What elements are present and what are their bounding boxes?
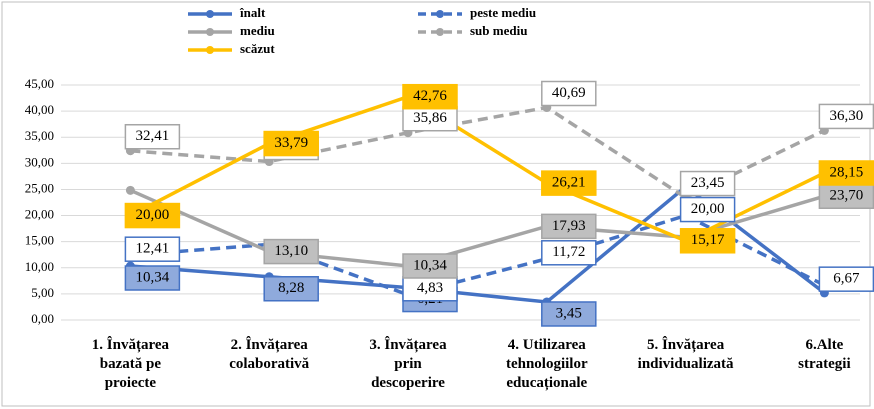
data-label-box [402,83,458,110]
data-label: 32,41 [136,128,170,144]
data-label-box [541,240,597,266]
data-label: 20,00 [136,207,170,223]
x-tick-line: educaționale [506,375,587,391]
data-label-box [124,236,181,262]
data-label-box [541,301,597,327]
data-label-box [818,103,874,130]
data-label: 17,93 [552,218,586,234]
x-tick-line: colaborativă [229,356,309,372]
y-tick-label: 10,00 [25,259,54,274]
x-tick-line: individualizată [638,356,734,372]
y-tick-label: 30,00 [25,154,54,169]
x-tick-line: 1. Învățarea [92,336,170,353]
data-label-box [541,170,597,196]
data-label-box [679,196,736,223]
data-label: 6,67 [833,271,860,287]
data-label: 28,15 [830,164,864,180]
legend-marker [206,28,214,36]
data-label: 23,70 [830,188,864,204]
data-label: 11,72 [552,244,585,260]
data-label: 42,76 [413,88,447,104]
data-label: 26,21 [552,175,586,191]
data-label-box [402,253,458,279]
legend-label: peste mediu [470,5,536,20]
data-label: 15,17 [691,232,725,248]
data-label: 10,34 [136,269,170,285]
y-tick-label: 45,00 [25,76,54,91]
x-tick-line: descoperire [371,375,445,391]
legend-marker [206,46,214,54]
marker [125,185,135,195]
x-tick-label: 5. Învățarea individualizată [638,336,734,372]
y-tick-label: 25,00 [25,180,54,195]
data-label-box [541,213,597,240]
y-tick-label: 20,00 [25,207,54,222]
data-label-box [679,170,736,197]
data-label: 20,00 [691,201,725,217]
legend-label: înalt [239,5,266,20]
legend-label: scăzut [240,41,275,56]
data-label: 8,28 [278,280,304,296]
legend-marker [436,10,444,18]
legend-label: sub mediu [470,23,527,38]
x-tick-label: 3. Învățarea prin descoperire [369,336,447,391]
y-tick-label: 5,00 [31,285,54,300]
x-tick-label: 1. Învățarea bazată pe proiecte [92,336,170,391]
y-tick-label: 0,00 [31,311,54,326]
series-line [130,213,826,297]
data-label: 23,45 [691,175,725,191]
data-label: 4,83 [417,280,443,296]
data-label-box [124,265,181,291]
data-label-box [263,238,319,265]
x-tick-label: 4. Utilizarea tehnologiilor educaționale [506,337,588,391]
data-label-box [818,183,874,209]
data-label-box [263,276,319,302]
data-label: 35,86 [413,110,447,126]
data-label-box [402,276,458,302]
data-label-box [263,130,319,157]
y-tick-label: 35,00 [25,128,54,143]
data-label-box [818,160,874,186]
y-tick-label: 40,00 [25,102,54,117]
x-tick-line: 5. Învățarea [647,336,725,353]
x-tick-line: strategii [798,356,850,372]
data-label: 40,69 [552,85,586,101]
x-tick-line: 4. Utilizarea [508,337,587,353]
data-label-box [679,228,736,254]
y-tick-label: 15,00 [25,233,54,248]
data-label-box [541,80,597,107]
x-tick-line: 6.Alte [805,337,843,353]
data-label: 13,10 [274,243,308,259]
data-label-box [402,105,458,132]
legend-label: mediu [240,23,275,38]
x-tick-line: 2. Învățarea [231,336,309,353]
data-label-box [124,202,181,229]
data-label: 36,30 [830,108,864,124]
data-label: 3,45 [556,305,582,321]
x-tick-line: tehnologiilor [506,356,588,372]
legend-marker [206,10,214,18]
x-tick-label: 2. Învățarea colaborativă [229,336,309,372]
legend-marker [436,28,444,36]
x-tick-label: 6.Alte strategii [798,337,850,372]
data-label-box [124,123,181,150]
data-label: 33,79 [274,135,308,151]
data-label: 12,41 [136,241,170,257]
x-tick-line: proiecte [105,375,157,391]
data-label: 10,34 [413,257,447,273]
x-tick-line: prin [394,356,422,372]
x-tick-line: bazată pe [100,356,162,372]
data-label-box [818,266,874,292]
x-tick-line: 3. Învățarea [369,336,447,353]
